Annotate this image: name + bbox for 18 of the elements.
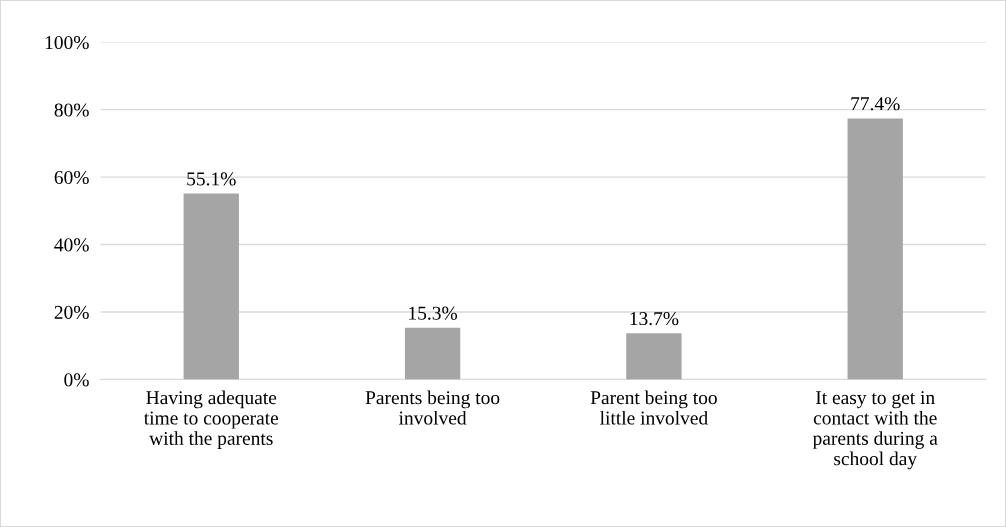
y-tick-label: 20% xyxy=(54,305,89,319)
data-label: 13.7% xyxy=(630,311,679,326)
data-label: 77.4% xyxy=(851,97,900,111)
x-tick-label: Parent being too little involved xyxy=(590,390,717,425)
y-tick-label: 40% xyxy=(54,238,89,252)
x-tick-label: Having adequate time to cooperate with the parents xyxy=(143,390,279,449)
y-tick-label: 0% xyxy=(64,373,89,387)
bar xyxy=(404,327,461,380)
bar xyxy=(626,333,682,380)
x-tick-label: Parents being too involved xyxy=(365,390,500,425)
data-label: 15.3% xyxy=(409,306,458,320)
bar xyxy=(847,118,903,380)
y-tick-label: 80% xyxy=(54,103,89,117)
x-tick-label: It easy to get in contact with the parents during a school day xyxy=(812,391,938,470)
bar xyxy=(183,193,239,380)
data-label: 55.1% xyxy=(187,172,236,186)
y-tick-label: 100% xyxy=(45,35,89,50)
y-tick-label: 60% xyxy=(54,170,89,185)
